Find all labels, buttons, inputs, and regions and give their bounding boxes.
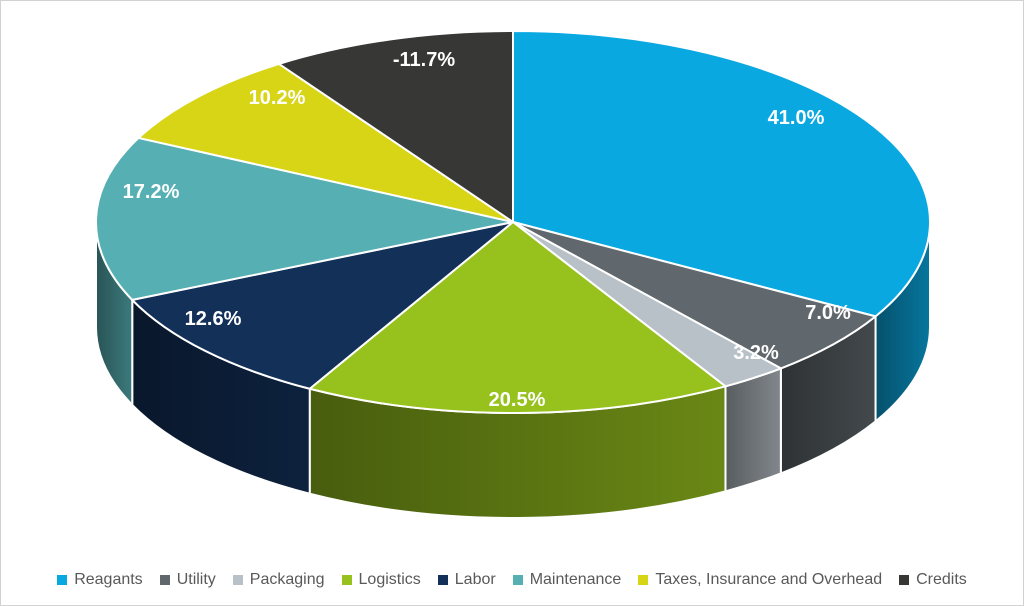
legend-item-maintenance[interactable]: Maintenance	[512, 571, 622, 589]
legend-marker-icon	[512, 575, 523, 585]
data-label-logistics: 20.5%	[489, 389, 546, 411]
legend-label: Labor	[454, 571, 496, 588]
legend-marker-icon	[341, 575, 352, 585]
data-label-utility: 7.0%	[805, 302, 851, 324]
legend-marker-icon	[437, 575, 448, 585]
legend-item-labor[interactable]: Labor	[437, 571, 496, 589]
pie-slice-utility[interactable]	[512, 221, 877, 370]
chart-legend: Reagants Utility Packaging Logistics Labor Ma…	[1, 571, 1023, 589]
data-label-credits: -11.7%	[393, 49, 455, 71]
legend-item-packaging[interactable]: Packaging	[232, 571, 325, 589]
pie-chart: 41.0% 7.0% 3.2% 20.5% 12.6% 17.2% 10.2% -11.7%	[95, 30, 931, 519]
data-label-maintenance: 17.2%	[123, 181, 180, 203]
legend-marker-icon	[232, 575, 243, 585]
pie-slice-maintenance[interactable]	[95, 136, 514, 301]
legend-label: Reagants	[74, 571, 143, 588]
legend-marker-icon	[638, 575, 649, 585]
legend-label: Taxes, Insurance and Overhead	[655, 571, 883, 588]
legend-label: Utility	[176, 571, 216, 588]
pie-slice-logistics[interactable]	[308, 221, 727, 414]
legend-marker-icon	[899, 575, 910, 585]
legend-label: Packaging	[249, 571, 325, 588]
pie-slice-side-packaging[interactable]	[724, 367, 782, 493]
legend-item-credits[interactable]: Credits	[899, 571, 967, 589]
data-label-taxes-insurance-and-overhead: 10.2%	[249, 87, 306, 109]
legend-item-taxes-insurance-and-overhead[interactable]: Taxes, Insurance and Overhead	[638, 571, 882, 589]
legend-item-logistics[interactable]: Logistics	[341, 571, 421, 589]
pie-slice-reagants[interactable]	[512, 30, 931, 318]
legend-label: Credits	[916, 571, 967, 588]
legend-label: Maintenance	[529, 571, 622, 588]
data-label-reagants: 41.0%	[768, 107, 825, 129]
pie-slice-taxes-insurance-and-overhead[interactable]	[137, 62, 514, 223]
legend-item-reagants[interactable]: Reagants	[57, 571, 143, 589]
data-label-packaging: 3.2%	[733, 342, 779, 364]
legend-label: Logistics	[358, 571, 421, 588]
legend-item-utility[interactable]: Utility	[159, 571, 216, 589]
data-label-labor: 12.6%	[185, 308, 242, 330]
pie-slice-labor[interactable]	[131, 221, 514, 390]
legend-marker-icon	[57, 575, 68, 585]
pie-slice-credits[interactable]	[278, 30, 514, 223]
legend-marker-icon	[159, 575, 170, 585]
